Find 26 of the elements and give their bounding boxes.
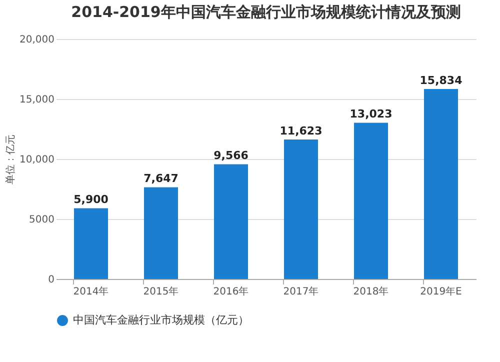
bar (424, 88, 458, 279)
x-tick-label: 2016年 (213, 286, 249, 298)
data-label: 15,834 (420, 74, 463, 87)
y-tick-label: 10,000 (20, 154, 54, 166)
chart-title: 2014-2019年中国汽车金融行业市场规模统计情况及预测 (71, 3, 461, 21)
y-tick-label: 20,000 (20, 34, 54, 46)
legend-label: 中国汽车金融行业市场规模（亿元） (73, 314, 249, 326)
bar (74, 208, 108, 279)
x-tick-label: 2019年E (420, 286, 462, 298)
data-label: 11,623 (280, 124, 322, 138)
x-tick-label: 2014年 (73, 286, 109, 298)
bar (144, 187, 178, 279)
y-tick-label: 5000 (29, 214, 54, 226)
data-label: 9,566 (214, 149, 249, 162)
data-label: 5,900 (74, 193, 109, 206)
data-label: 13,023 (350, 108, 392, 121)
x-tick-label: 2018年 (353, 286, 389, 298)
bar (354, 122, 388, 279)
x-tick-label: 2017年 (283, 286, 319, 298)
bar (284, 140, 318, 279)
data-label: 7,647 (144, 172, 178, 186)
bar (214, 164, 248, 279)
y-tick-label: 15,000 (20, 94, 54, 106)
y-axis-title: 单位：亿元 (4, 134, 17, 184)
y-tick-label: 0 (48, 274, 54, 286)
x-tick-label: 2015年 (143, 286, 179, 298)
